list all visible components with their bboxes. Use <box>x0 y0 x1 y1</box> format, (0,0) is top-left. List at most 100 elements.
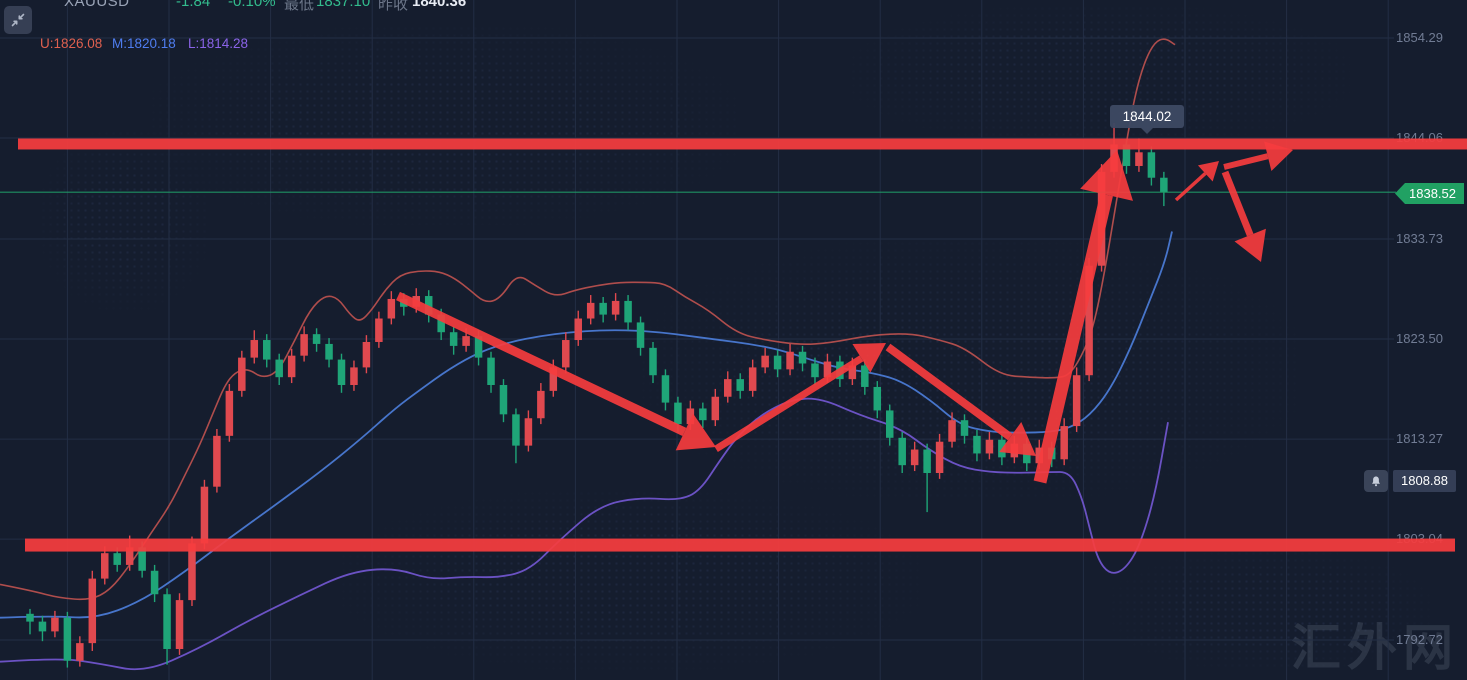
candle-body <box>948 420 956 442</box>
candle-body <box>225 390 234 436</box>
symbol-name: XAUUSD <box>64 0 130 10</box>
support-resistance-bar <box>25 538 1455 552</box>
candle-body <box>686 408 695 425</box>
candle-body <box>786 351 794 370</box>
price-alert: 1808.88 <box>1364 470 1456 492</box>
candle-body <box>611 300 620 315</box>
trend-arrow-head <box>1080 150 1134 201</box>
candle-body <box>362 341 371 368</box>
trend-arrow-shaft <box>1223 153 1269 170</box>
boll-middle-value: M:1820.18 <box>112 36 176 51</box>
candle-body <box>823 361 832 378</box>
trend-arrow-head <box>1234 228 1266 262</box>
alert-bell-button[interactable] <box>1364 470 1388 492</box>
candle-body <box>761 355 769 368</box>
candle-body <box>1147 152 1156 178</box>
watermark: 汇外网 <box>1291 620 1459 676</box>
price-axis-label: 1792.72 <box>1396 632 1443 647</box>
candle-body <box>985 439 994 454</box>
low-label: 最低 <box>284 0 315 13</box>
low-value: 1837.10 <box>316 0 371 10</box>
candle-body <box>748 367 757 391</box>
candle-body <box>537 390 545 419</box>
candle-body <box>923 449 931 474</box>
candle-body <box>125 547 134 565</box>
price-axis-label: 1813.27 <box>1396 431 1443 447</box>
candle-body <box>649 347 657 376</box>
candle-body <box>26 613 34 622</box>
alert-price-tag: 1808.88 <box>1393 470 1456 492</box>
candle-body <box>163 594 171 649</box>
bollinger-middle-band <box>0 231 1173 619</box>
candle-body <box>910 449 919 466</box>
candle-body <box>188 543 196 601</box>
candle-body <box>736 379 744 391</box>
candle-body <box>375 318 383 342</box>
collapse-chart-button[interactable] <box>4 6 32 34</box>
price-tooltip: 1844.02 <box>1110 105 1184 134</box>
trend-arrow-shaft <box>1174 172 1207 202</box>
candle-body <box>624 300 632 323</box>
candle-body <box>213 435 221 487</box>
candle-body <box>200 486 209 544</box>
candle-body <box>337 359 346 386</box>
price-axis-label: 1823.50 <box>1396 331 1443 347</box>
trend-arrow-head <box>1264 141 1293 171</box>
bollinger-upper-band <box>0 38 1176 601</box>
candle-body <box>811 363 819 378</box>
candle-body <box>275 359 283 378</box>
candle-body <box>38 621 47 632</box>
candle-body <box>586 302 595 319</box>
prev-close-label: 昨收 <box>378 0 409 13</box>
candle-body <box>325 343 333 360</box>
candle-body <box>312 334 321 344</box>
candle-body <box>960 420 969 436</box>
support-resistance-bar <box>18 138 1467 150</box>
candle-body <box>773 355 782 370</box>
price-axis-label: 1854.29 <box>1396 30 1443 45</box>
candle-body <box>574 318 582 341</box>
candle-body <box>636 322 645 348</box>
candle-body <box>462 336 470 346</box>
candle-body <box>474 336 483 358</box>
price-axis-label: 1833.73 <box>1396 231 1443 247</box>
candle-body <box>661 375 670 403</box>
candle-body <box>113 553 121 565</box>
candle-body <box>861 365 869 387</box>
candle-body <box>387 298 396 319</box>
candle-body <box>711 396 720 421</box>
candle-body <box>437 314 445 333</box>
candle-body <box>512 414 520 446</box>
candle-body <box>63 617 72 661</box>
trend-arrow-head <box>852 343 886 373</box>
candle-body <box>101 553 109 579</box>
trend-arrow-shaft <box>714 355 864 452</box>
alert-price-value: 1808.88 <box>1401 473 1448 488</box>
current-price-value: 1838.52 <box>1409 186 1456 201</box>
candle-body <box>499 385 508 415</box>
candle-body <box>51 617 59 632</box>
tooltip-value: 1844.02 <box>1122 109 1172 124</box>
candle-body <box>150 570 159 595</box>
trend-arrow-shaft <box>396 291 687 437</box>
candle-body <box>424 296 433 315</box>
candle-body <box>724 379 732 397</box>
bell-icon <box>1372 476 1380 487</box>
boll-lower-value: L:1814.28 <box>188 36 249 51</box>
candle-body <box>873 386 882 411</box>
candle-body <box>1160 177 1168 193</box>
candle-body <box>549 367 558 391</box>
candle-body <box>76 643 84 661</box>
candle-body <box>250 340 259 358</box>
candle-body <box>262 340 271 360</box>
candle-body <box>973 435 981 454</box>
candle-body <box>798 351 807 364</box>
candle-body <box>1060 426 1068 460</box>
boll-upper-value: U:1826.08 <box>40 36 103 51</box>
symbol-header: XAUUSD -1.84 -0.10% 最低 1837.10 昨收 1840.3… <box>0 0 900 13</box>
trend-arrow-shaft <box>885 343 1013 441</box>
candle-body <box>487 357 495 386</box>
trend-arrow-head <box>1197 161 1219 182</box>
